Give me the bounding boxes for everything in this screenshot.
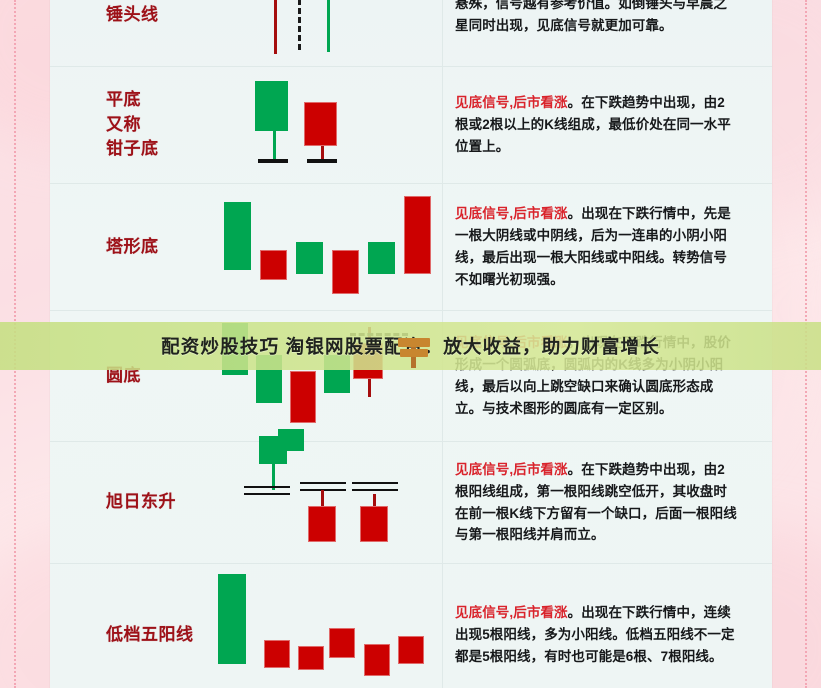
candlestick-chart-tower-bottom <box>222 184 442 310</box>
candle-wick <box>327 0 330 52</box>
flat-bottom-marker <box>258 159 288 163</box>
candle-body-down <box>398 636 424 664</box>
candle-body-down <box>290 371 316 423</box>
signpost-post <box>411 346 416 368</box>
pattern-description: 见底信号,后市看涨。出现在下跌行情中，先是一根大阴线或中阴线，后为一连串的小阴小… <box>455 203 738 290</box>
pattern-name: 低档五阳线 <box>106 624 194 644</box>
candle-body-down <box>308 506 336 542</box>
candle-body-down <box>332 250 359 294</box>
candlestick-chart-hammer-line <box>222 0 442 66</box>
pattern-name-cell: 圆底 <box>50 311 222 441</box>
pattern-description: 悬殊，信号越有参考价值。如倒锤头与早晨之星同时出现，见底信号就更加可靠。 <box>455 0 738 37</box>
pattern-desc-cell: 见底信号,后市看涨。出现在下跌行情中，先是一根大阴线或中阴线，后为一连串的小阴小… <box>442 184 772 310</box>
pattern-name: 锤头线 <box>106 4 159 24</box>
candle-body-down <box>298 646 324 670</box>
pattern-name-cell: 塔形底 <box>50 184 222 310</box>
signpost-icon <box>398 336 430 370</box>
candle-wick <box>373 494 376 512</box>
desc-highlight: 见底信号,后市看涨 <box>455 95 568 111</box>
candle-wick <box>321 490 324 512</box>
desc-body: 。在下跌趋势中出现，由2根阳线组成，第一根阳线跳空低开，其收盘时在前一根K线下方… <box>455 461 737 543</box>
pattern-desc-cell: 见底信号,后市看涨。出现在下跌行情中，连续出现5根阳线，多为小阳线。低档五阳线不… <box>442 564 772 688</box>
desc-highlight: 见底信号,后市看涨 <box>455 605 568 621</box>
gap-level-line <box>244 493 290 495</box>
table-row: 平底 又称 钳子底 见底信号,后市看涨。在下跌趋势中出现 <box>50 67 772 184</box>
pattern-name: 塔形底 <box>106 236 159 256</box>
signpost-plank <box>400 349 428 357</box>
pattern-description: 见底信号,后市看涨。在下跌趋势中出现，由2根阳线组成，第一根阳线跳空低开，其收盘… <box>455 459 738 546</box>
candle-body-up <box>368 242 395 274</box>
candle-body-up <box>296 242 323 274</box>
table-row: 旭日东升 <box>50 436 772 564</box>
pattern-name: 旭日东升 <box>106 492 176 512</box>
candle-wick <box>274 0 277 54</box>
pattern-chart-cell <box>222 436 442 563</box>
candle-body-down <box>360 506 388 542</box>
signpost-plank <box>398 338 430 347</box>
pattern-name: 平底 又称 钳子底 <box>106 90 159 159</box>
pattern-desc-cell: 见底信号,后市看涨。在下跌趋势中出现，由2根阳线组成，第一根阳线跳空低开，其收盘… <box>442 442 772 563</box>
pattern-name: 圆底 <box>106 365 141 385</box>
desc-body: 。在下跌趋势中出现，由2根或2根以上的K线组成，最低价处在同一水平位置上。 <box>455 95 731 154</box>
pattern-chart-cell <box>222 67 442 183</box>
candle-wick <box>273 117 276 163</box>
pattern-chart-cell <box>218 564 442 688</box>
candle-body-up <box>259 436 287 464</box>
pattern-name-cell: 平底 又称 钳子底 <box>50 67 222 183</box>
desc-body: 。出现在下跌行情中，连续出现5根阳线，多为小阳线。低档五阳线不一定都是5根阳线，… <box>455 605 735 664</box>
table-row: 低档五阳线 见底信号,后市看涨。出现在下跌行情中，连续出现5根阳线，多为小阳线。… <box>50 564 772 688</box>
desc-body: 。出现在下跌行情中，先是一根大阴线或中阴线，后为一连串的小阴小阳线，最后出现一根… <box>455 206 731 287</box>
candle-body-down <box>329 628 355 658</box>
gap-level-line <box>352 489 398 491</box>
pattern-name-cell: 锤头线 <box>50 0 222 66</box>
candle-body-down <box>260 250 287 280</box>
candle-body-down <box>304 102 337 146</box>
desc-highlight: 见底信号,后市看涨 <box>455 206 568 222</box>
pattern-desc-cell: 见底信号,后市看涨。在下跌趋势中出现，由2根或2根以上的K线组成，最低价处在同一… <box>442 67 772 183</box>
candle-body-up <box>218 574 246 664</box>
divider-dashed-line <box>298 0 301 50</box>
desc-highlight: 见底信号,后市看涨 <box>455 461 568 477</box>
table-row: 塔形底 见底信号,后市看涨。出现在下跌行情中，先是一根大阴线或中阴线，后为一连串… <box>50 184 772 311</box>
candle-body-up <box>255 81 288 131</box>
candle-body-down <box>364 644 390 676</box>
candlestick-chart-tweezers-bottom <box>222 67 442 183</box>
candle-body-down <box>264 640 290 668</box>
candlestick-chart-rising-sun <box>222 436 442 563</box>
desc-body: 悬殊，信号越有参考价值。如倒锤头与早晨之星同时出现，见底信号就更加可靠。 <box>455 0 727 33</box>
pattern-chart-cell <box>222 0 442 66</box>
gap-level-line <box>300 482 346 484</box>
candle-body-down <box>404 196 431 274</box>
pattern-name-cell: 旭日东升 <box>50 442 222 563</box>
table-row: 锤头线 悬殊，信号越有参考价值。如倒锤头与早晨之星同时出 <box>50 0 772 67</box>
candle-body-up <box>224 202 251 270</box>
flat-bottom-marker <box>307 159 337 163</box>
gap-level-line <box>352 482 398 484</box>
pattern-description: 见底信号,后市看涨。出现在下跌行情中，连续出现5根阳线，多为小阳线。低档五阳线不… <box>455 602 738 668</box>
candlestick-chart-five-yang-low <box>218 564 442 688</box>
pattern-description: 见底信号,后市看涨。在下跌趋势中出现，由2根或2根以上的K线组成，最低价处在同一… <box>455 92 738 158</box>
candle-wick <box>321 141 324 163</box>
pattern-chart-cell <box>222 184 442 310</box>
gap-level-line <box>244 486 290 488</box>
pattern-desc-cell: 悬殊，信号越有参考价值。如倒锤头与早晨之星同时出现，见底信号就更加可靠。 <box>442 0 772 66</box>
pattern-name-cell: 低档五阳线 <box>50 564 222 688</box>
candle-wick <box>272 462 275 490</box>
